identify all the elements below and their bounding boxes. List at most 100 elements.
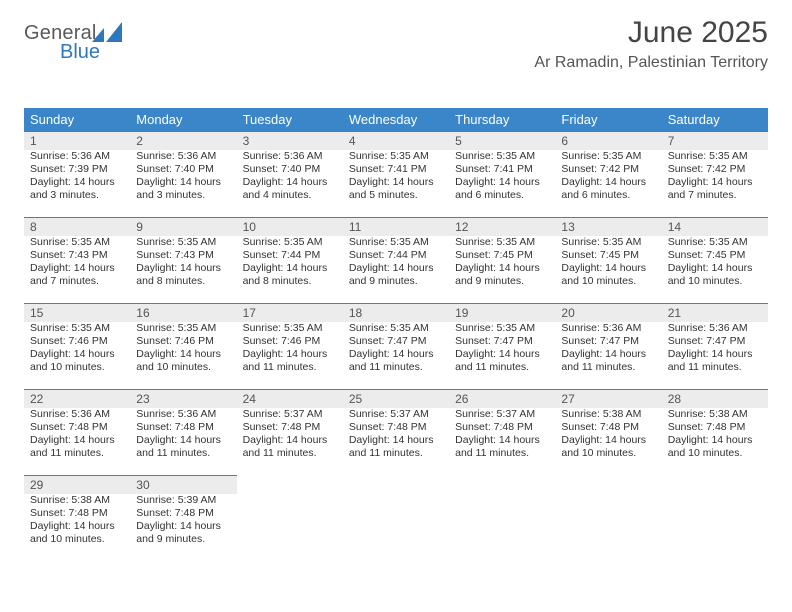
day-details: Sunrise: 5:37 AMSunset: 7:48 PMDaylight:… (343, 408, 449, 465)
sunset-text: Sunset: 7:45 PM (668, 249, 762, 262)
sunrise-text: Sunrise: 5:38 AM (668, 408, 762, 421)
calendar-row: 1Sunrise: 5:36 AMSunset: 7:39 PMDaylight… (24, 131, 768, 217)
daylight-text-2: and 10 minutes. (30, 361, 124, 374)
calendar-row: 22Sunrise: 5:36 AMSunset: 7:48 PMDayligh… (24, 389, 768, 475)
daylight-text-1: Daylight: 14 hours (136, 520, 230, 533)
sunrise-text: Sunrise: 5:36 AM (136, 408, 230, 421)
calendar-cell: 26Sunrise: 5:37 AMSunset: 7:48 PMDayligh… (449, 389, 555, 475)
calendar-cell: 29Sunrise: 5:38 AMSunset: 7:48 PMDayligh… (24, 475, 130, 561)
day-details: Sunrise: 5:38 AMSunset: 7:48 PMDaylight:… (662, 408, 768, 465)
daylight-text-2: and 6 minutes. (455, 189, 549, 202)
calendar-table: Sunday Monday Tuesday Wednesday Thursday… (24, 108, 768, 561)
calendar-cell-empty (237, 475, 343, 561)
sunrise-text: Sunrise: 5:36 AM (243, 150, 337, 163)
sunrise-text: Sunrise: 5:35 AM (561, 150, 655, 163)
daylight-text-1: Daylight: 14 hours (30, 434, 124, 447)
day-details: Sunrise: 5:38 AMSunset: 7:48 PMDaylight:… (24, 494, 130, 551)
sunrise-text: Sunrise: 5:35 AM (455, 322, 549, 335)
weekday-header: Thursday (449, 108, 555, 131)
day-number: 22 (24, 389, 130, 408)
day-number: 15 (24, 303, 130, 322)
daylight-text-1: Daylight: 14 hours (349, 176, 443, 189)
calendar-cell: 5Sunrise: 5:35 AMSunset: 7:41 PMDaylight… (449, 131, 555, 217)
daylight-text-2: and 11 minutes. (243, 361, 337, 374)
calendar-cell: 6Sunrise: 5:35 AMSunset: 7:42 PMDaylight… (555, 131, 661, 217)
sunset-text: Sunset: 7:48 PM (30, 421, 124, 434)
brand-mark-icon (92, 22, 128, 46)
daylight-text-2: and 9 minutes. (455, 275, 549, 288)
daylight-text-1: Daylight: 14 hours (30, 348, 124, 361)
sunrise-text: Sunrise: 5:35 AM (455, 150, 549, 163)
sunset-text: Sunset: 7:46 PM (243, 335, 337, 348)
brand-logo: General Blue (24, 22, 100, 64)
calendar-cell: 25Sunrise: 5:37 AMSunset: 7:48 PMDayligh… (343, 389, 449, 475)
weekday-header: Sunday (24, 108, 130, 131)
day-number: 16 (130, 303, 236, 322)
daylight-text-2: and 7 minutes. (30, 275, 124, 288)
day-number: 26 (449, 389, 555, 408)
calendar-cell: 28Sunrise: 5:38 AMSunset: 7:48 PMDayligh… (662, 389, 768, 475)
calendar-cell: 9Sunrise: 5:35 AMSunset: 7:43 PMDaylight… (130, 217, 236, 303)
day-number: 1 (24, 131, 130, 150)
weekday-header: Tuesday (237, 108, 343, 131)
daylight-text-2: and 11 minutes. (243, 447, 337, 460)
sunrise-text: Sunrise: 5:35 AM (30, 236, 124, 249)
sunset-text: Sunset: 7:47 PM (668, 335, 762, 348)
calendar-cell: 2Sunrise: 5:36 AMSunset: 7:40 PMDaylight… (130, 131, 236, 217)
sunset-text: Sunset: 7:46 PM (136, 335, 230, 348)
calendar-row: 8Sunrise: 5:35 AMSunset: 7:43 PMDaylight… (24, 217, 768, 303)
day-details: Sunrise: 5:36 AMSunset: 7:40 PMDaylight:… (130, 150, 236, 207)
day-number: 30 (130, 475, 236, 494)
day-details: Sunrise: 5:35 AMSunset: 7:45 PMDaylight:… (449, 236, 555, 293)
daylight-text-2: and 11 minutes. (561, 361, 655, 374)
daylight-text-2: and 9 minutes. (349, 275, 443, 288)
daylight-text-2: and 3 minutes. (136, 189, 230, 202)
day-number: 24 (237, 389, 343, 408)
sunset-text: Sunset: 7:40 PM (243, 163, 337, 176)
daylight-text-1: Daylight: 14 hours (30, 262, 124, 275)
daylight-text-1: Daylight: 14 hours (668, 348, 762, 361)
day-number: 7 (662, 131, 768, 150)
daylight-text-1: Daylight: 14 hours (243, 348, 337, 361)
sunrise-text: Sunrise: 5:35 AM (243, 236, 337, 249)
calendar-cell-empty (662, 475, 768, 561)
sunrise-text: Sunrise: 5:35 AM (455, 236, 549, 249)
day-details: Sunrise: 5:35 AMSunset: 7:47 PMDaylight:… (343, 322, 449, 379)
sunrise-text: Sunrise: 5:38 AM (30, 494, 124, 507)
location-subtitle: Ar Ramadin, Palestinian Territory (534, 54, 768, 72)
sunset-text: Sunset: 7:41 PM (349, 163, 443, 176)
calendar-cell: 22Sunrise: 5:36 AMSunset: 7:48 PMDayligh… (24, 389, 130, 475)
sunrise-text: Sunrise: 5:35 AM (561, 236, 655, 249)
day-details: Sunrise: 5:35 AMSunset: 7:44 PMDaylight:… (237, 236, 343, 293)
day-details: Sunrise: 5:35 AMSunset: 7:46 PMDaylight:… (130, 322, 236, 379)
calendar-cell: 14Sunrise: 5:35 AMSunset: 7:45 PMDayligh… (662, 217, 768, 303)
daylight-text-1: Daylight: 14 hours (668, 176, 762, 189)
day-number: 29 (24, 475, 130, 494)
sunrise-text: Sunrise: 5:35 AM (349, 322, 443, 335)
weekday-header: Saturday (662, 108, 768, 131)
daylight-text-2: and 10 minutes. (668, 275, 762, 288)
daylight-text-2: and 7 minutes. (668, 189, 762, 202)
daylight-text-1: Daylight: 14 hours (136, 176, 230, 189)
calendar-cell: 13Sunrise: 5:35 AMSunset: 7:45 PMDayligh… (555, 217, 661, 303)
day-details: Sunrise: 5:35 AMSunset: 7:46 PMDaylight:… (24, 322, 130, 379)
sunrise-text: Sunrise: 5:35 AM (136, 236, 230, 249)
daylight-text-1: Daylight: 14 hours (243, 262, 337, 275)
sunset-text: Sunset: 7:45 PM (455, 249, 549, 262)
sunset-text: Sunset: 7:47 PM (561, 335, 655, 348)
calendar-cell: 11Sunrise: 5:35 AMSunset: 7:44 PMDayligh… (343, 217, 449, 303)
sunset-text: Sunset: 7:44 PM (243, 249, 337, 262)
day-number: 17 (237, 303, 343, 322)
daylight-text-1: Daylight: 14 hours (455, 434, 549, 447)
calendar-cell: 17Sunrise: 5:35 AMSunset: 7:46 PMDayligh… (237, 303, 343, 389)
day-details: Sunrise: 5:36 AMSunset: 7:47 PMDaylight:… (662, 322, 768, 379)
day-details: Sunrise: 5:35 AMSunset: 7:47 PMDaylight:… (449, 322, 555, 379)
daylight-text-2: and 11 minutes. (30, 447, 124, 460)
calendar-cell: 15Sunrise: 5:35 AMSunset: 7:46 PMDayligh… (24, 303, 130, 389)
sunset-text: Sunset: 7:48 PM (136, 507, 230, 520)
sunset-text: Sunset: 7:47 PM (455, 335, 549, 348)
day-number: 9 (130, 217, 236, 236)
day-number: 2 (130, 131, 236, 150)
day-number: 6 (555, 131, 661, 150)
day-number: 20 (555, 303, 661, 322)
